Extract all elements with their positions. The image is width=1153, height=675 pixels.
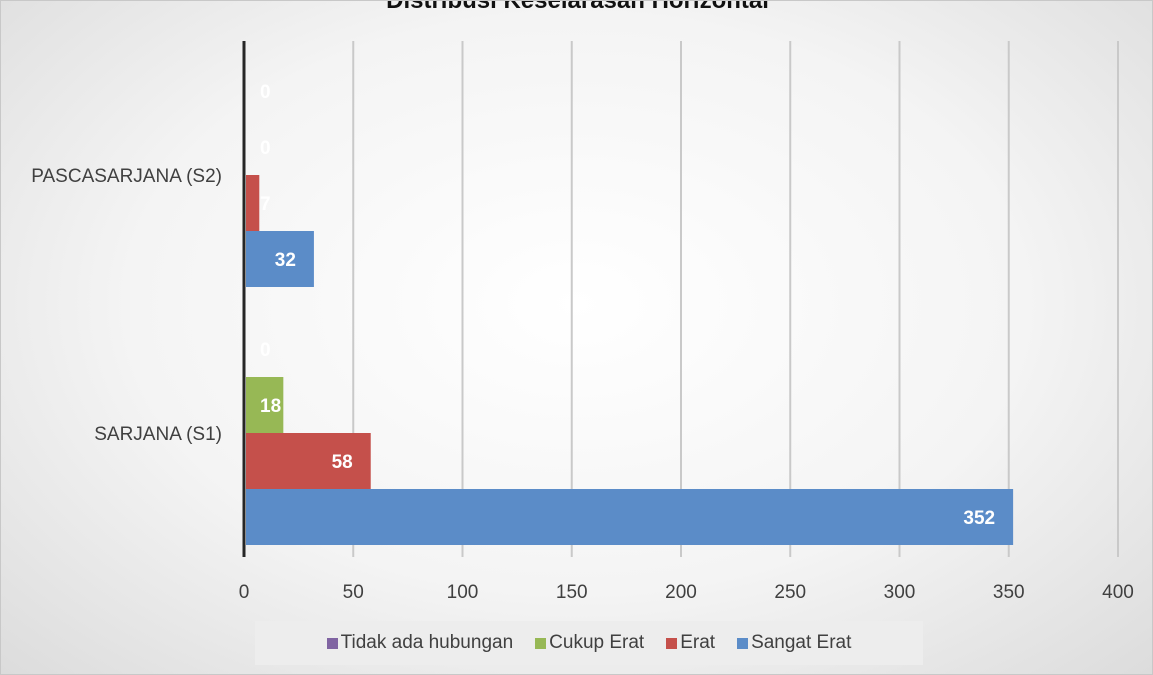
legend: Tidak ada hubungan Cukup Erat Erat Sangat E… <box>255 621 923 665</box>
x-tick-label: 300 <box>884 582 916 603</box>
x-tick-label: 400 <box>1102 582 1134 603</box>
data-label: 18 <box>260 396 281 417</box>
data-label: 32 <box>275 250 296 271</box>
legend-label: Erat <box>680 632 716 653</box>
bar <box>246 231 314 287</box>
data-label: 0 <box>260 138 271 159</box>
data-label: 0 <box>260 340 271 361</box>
data-label: 58 <box>332 452 353 473</box>
chart-title: Distribusi Keselarasan Horizontal <box>386 0 769 14</box>
legend-item: Sangat Erat <box>737 632 851 654</box>
legend-swatch <box>535 637 547 649</box>
category-label: PASCASARJANA (S2) <box>31 166 222 187</box>
legend-item: Cukup Erat <box>535 632 644 654</box>
data-label: 7 <box>260 194 271 215</box>
bar <box>246 175 260 231</box>
x-tick-label: 100 <box>447 582 479 603</box>
legend-swatch <box>666 637 678 649</box>
legend-label: Sangat Erat <box>751 632 852 653</box>
legend-label: Tidak ada hubungan <box>340 632 514 653</box>
category-label: SARJANA (S1) <box>94 424 222 445</box>
bar <box>246 433 371 489</box>
x-tick-label: 350 <box>993 582 1025 603</box>
x-tick-label: 0 <box>239 582 250 603</box>
legend-swatch <box>737 637 749 649</box>
x-tick-label: 250 <box>774 582 806 603</box>
x-tick-label: 50 <box>343 582 364 603</box>
x-tick-label: 200 <box>665 582 697 603</box>
data-label: 0 <box>260 82 271 103</box>
bar <box>246 377 284 433</box>
legend-label: Cukup Erat <box>549 632 645 653</box>
bar <box>246 489 1014 545</box>
data-label: 352 <box>963 508 995 529</box>
x-tick-label: 150 <box>556 582 588 603</box>
legend-item: Tidak ada hubungan <box>326 632 514 654</box>
legend-swatch <box>326 637 338 649</box>
legend-item: Erat <box>666 632 715 654</box>
